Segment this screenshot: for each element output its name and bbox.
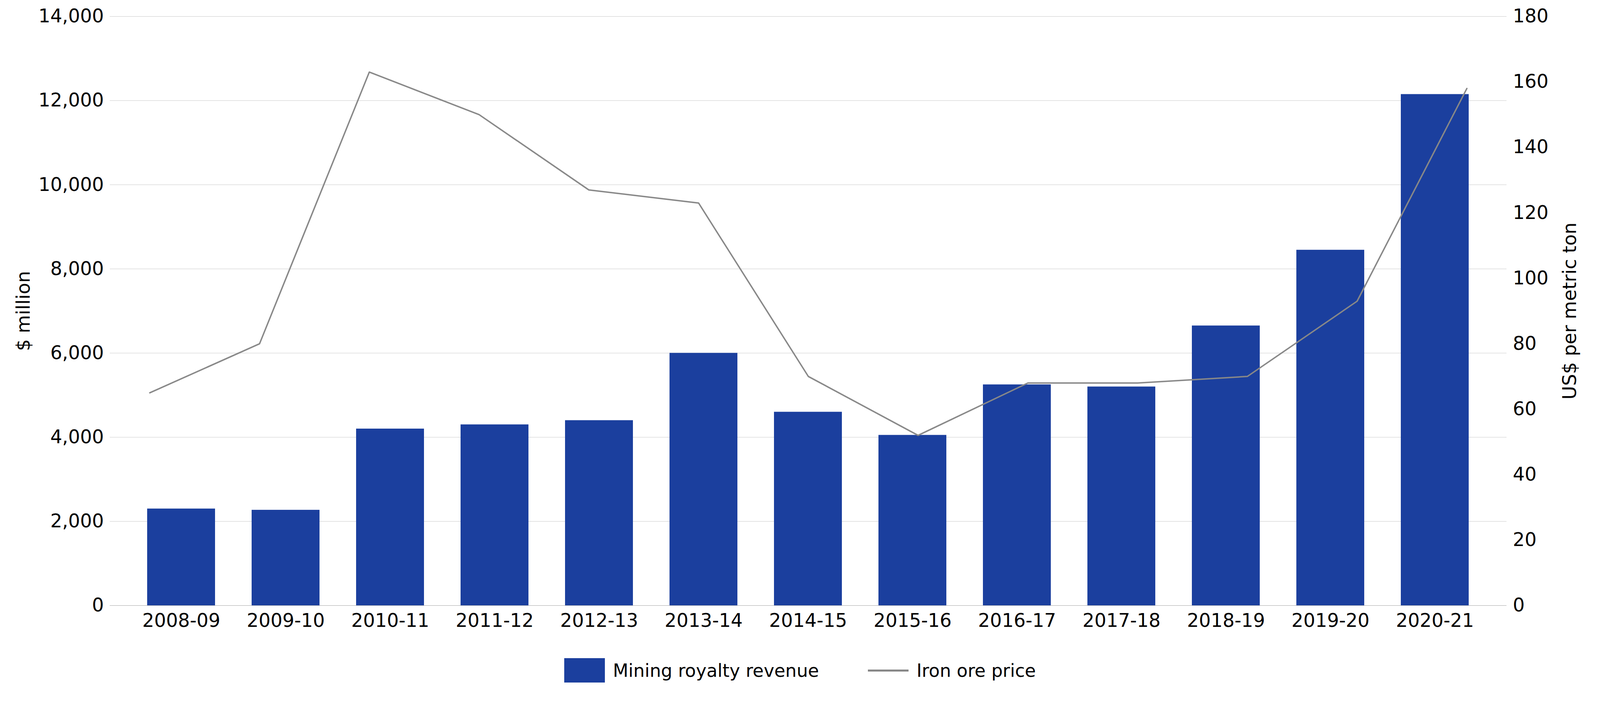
html-text:Mining royalty revenue: Mining royalty revenue	[612, 660, 819, 682]
svg-text:2016-17: 2016-17	[978, 609, 1057, 632]
svg-text:120: 120	[1513, 201, 1549, 224]
svg-text:12,000: 12,000	[38, 89, 105, 111]
svg-text:2014-15: 2014-15	[769, 609, 848, 632]
svg-text:2017-18: 2017-18	[1082, 609, 1161, 632]
svg-text:$ million: $ million	[12, 271, 35, 352]
svg-text:8,000: 8,000	[50, 257, 105, 280]
svg-text:2,000: 2,000	[50, 510, 105, 533]
svg-text:2008-09: 2008-09	[142, 609, 221, 632]
svg-text:2018-19: 2018-19	[1186, 609, 1266, 632]
svg-text:100: 100	[1513, 267, 1549, 290]
svg-text:4,000: 4,000	[50, 426, 105, 448]
svg-text:2015-16: 2015-16	[873, 609, 952, 632]
svg-text:2020-21: 2020-21	[1395, 609, 1474, 632]
svg-text:2012-13: 2012-13	[560, 609, 639, 632]
svg-text:2019-20: 2019-20	[1291, 609, 1370, 632]
svg-text:40: 40	[1513, 463, 1537, 486]
svg-text:180: 180	[1513, 4, 1549, 27]
svg-text:80: 80	[1513, 332, 1537, 355]
svg-text:0: 0	[91, 594, 104, 617]
svg-text:160: 160	[1513, 70, 1549, 93]
svg-text:14,000: 14,000	[38, 4, 105, 27]
svg-text:2013-14: 2013-14	[664, 609, 743, 632]
svg-text:20: 20	[1513, 528, 1537, 551]
svg-text:6,000: 6,000	[50, 341, 105, 364]
svg-text:0: 0	[1513, 594, 1525, 617]
svg-text:2011-12: 2011-12	[455, 609, 534, 632]
svg-text:2010-11: 2010-11	[351, 609, 430, 632]
svg-text:140: 140	[1513, 135, 1549, 158]
svg-text:60: 60	[1513, 397, 1537, 420]
svg-text:2009-10: 2009-10	[246, 609, 325, 632]
html-text:Iron ore price: Iron ore price	[916, 660, 1036, 682]
svg-text:US$ per metric ton: US$ per metric ton	[1558, 222, 1581, 400]
svg-text:10,000: 10,000	[38, 173, 105, 196]
